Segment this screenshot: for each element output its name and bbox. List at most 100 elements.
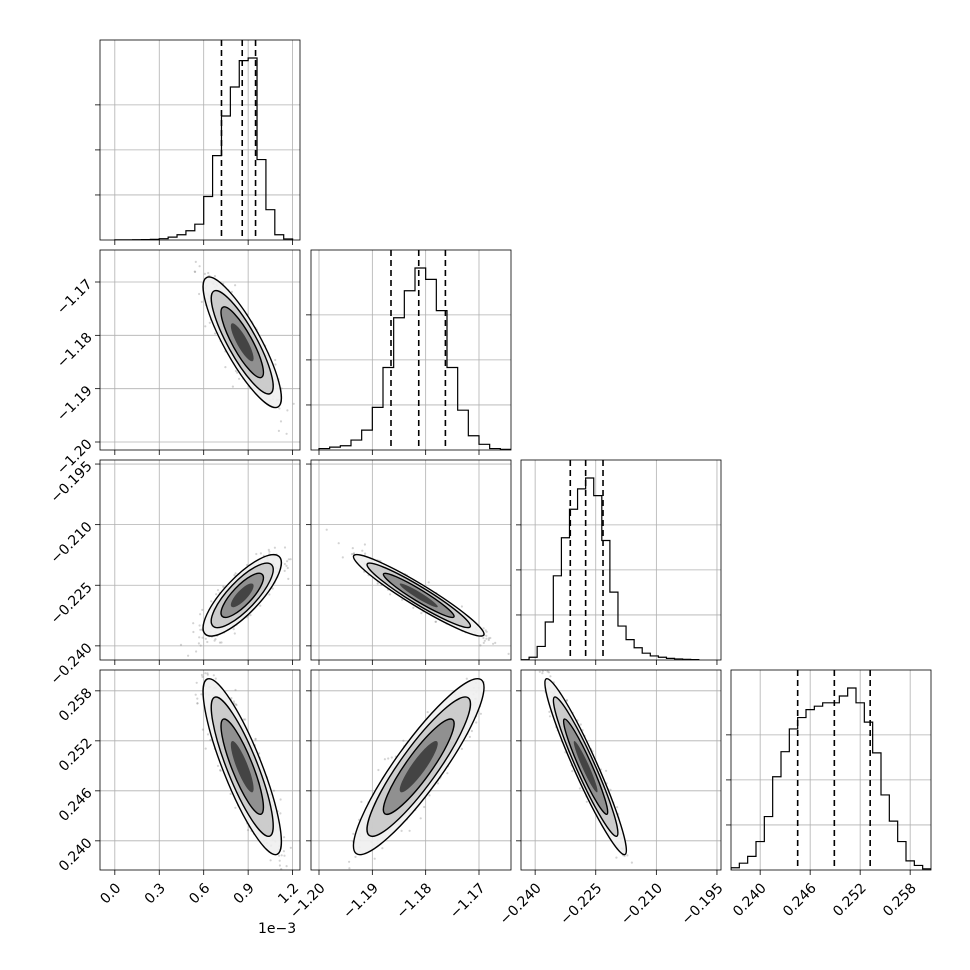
density-contour (366, 562, 472, 629)
sample-point (196, 697, 199, 700)
sample-point (196, 702, 199, 705)
sample-point (194, 693, 197, 696)
sample-point (242, 718, 245, 721)
sample-point (216, 589, 220, 592)
sample-point (354, 855, 357, 859)
sample-point (233, 632, 236, 635)
sample-point (381, 847, 384, 850)
sample-point (279, 812, 282, 815)
sample-point (337, 542, 340, 545)
sample-point (229, 792, 232, 796)
sample-point (427, 581, 430, 584)
sample-point (401, 598, 404, 601)
sample-point (350, 553, 353, 556)
sample-point (494, 641, 497, 645)
sample-point (194, 260, 197, 263)
sample-point (325, 528, 328, 531)
sample-point (214, 638, 217, 641)
sample-point (360, 800, 363, 804)
sample-point (616, 806, 619, 809)
sample-point (311, 917, 313, 919)
sample-point (204, 747, 207, 750)
histogram-step-line (521, 477, 700, 660)
sample-point (232, 700, 235, 703)
sample-point (482, 636, 485, 640)
density-contour (352, 677, 485, 856)
sample-point (376, 582, 379, 585)
sample-point (285, 432, 288, 435)
sample-point (434, 620, 437, 623)
sample-point (278, 859, 281, 862)
scatter-panel-0-1: −1.20−1.19−1.18−1.17 (54, 249, 301, 478)
sample-point (209, 738, 212, 742)
x-tick-label: 0.6 (186, 880, 213, 907)
diagonal-histogram-panel-1 (306, 249, 512, 455)
sample-point (232, 628, 235, 631)
sample-point (192, 622, 195, 625)
sample-point (623, 854, 626, 858)
sample-point (479, 644, 482, 647)
sample-point (259, 552, 262, 555)
sample-point (249, 614, 252, 617)
sample-point (212, 674, 215, 677)
sample-point (475, 721, 478, 724)
sample-point (436, 782, 440, 785)
sample-point (353, 552, 356, 555)
sample-point (201, 636, 204, 639)
density-contour (382, 718, 455, 816)
sample-point (571, 770, 574, 773)
sample-point (280, 868, 283, 870)
sample-point (283, 836, 286, 839)
sample-point (615, 856, 618, 859)
x-tick-label: −1.18 (394, 880, 436, 922)
sample-point (246, 563, 249, 567)
sample-point (201, 608, 204, 612)
y-tick-label: −0.210 (48, 519, 96, 567)
density-fill (230, 323, 254, 362)
sample-point (428, 794, 431, 797)
density-contour (210, 696, 274, 838)
sample-point (198, 636, 201, 639)
sample-point (215, 593, 218, 596)
sample-point (203, 272, 206, 275)
x-tick-label: 0.0 (97, 880, 124, 907)
density-contour (210, 562, 274, 629)
sample-point (200, 693, 203, 696)
sample-point (273, 546, 276, 549)
sample-point (538, 670, 541, 673)
sample-point (468, 735, 471, 739)
sample-point (214, 677, 217, 680)
sample-points (179, 546, 292, 657)
sample-point (204, 325, 207, 328)
sample-point (549, 675, 552, 678)
sample-point (283, 546, 287, 549)
sample-points (194, 664, 313, 919)
sample-point (348, 860, 351, 863)
sample-point (268, 593, 271, 596)
sample-point (204, 664, 206, 666)
sample-point (234, 369, 237, 373)
sample-point (630, 861, 634, 864)
scatter-panel-1-3: −1.20 −1.19 −1.18 −1.17 (287, 669, 512, 922)
sample-point (287, 577, 290, 581)
sample-point (492, 642, 495, 645)
sample-point (278, 407, 281, 410)
sample-point (373, 857, 376, 860)
sample-point (285, 865, 288, 868)
y-tick-label: 0.240 (56, 835, 96, 875)
sample-point (289, 846, 292, 849)
sample-point (363, 543, 366, 546)
sample-point (195, 650, 198, 653)
sample-point (470, 729, 473, 733)
sample-point (280, 854, 283, 857)
x-tick-label: −1.19 (340, 880, 382, 922)
sample-point (218, 641, 222, 644)
sample-point (482, 641, 485, 645)
sample-point (292, 402, 295, 405)
sample-point (390, 756, 393, 759)
sample-point (259, 604, 262, 607)
sample-point (402, 739, 405, 742)
sample-point (483, 639, 486, 642)
sample-point (361, 549, 364, 552)
